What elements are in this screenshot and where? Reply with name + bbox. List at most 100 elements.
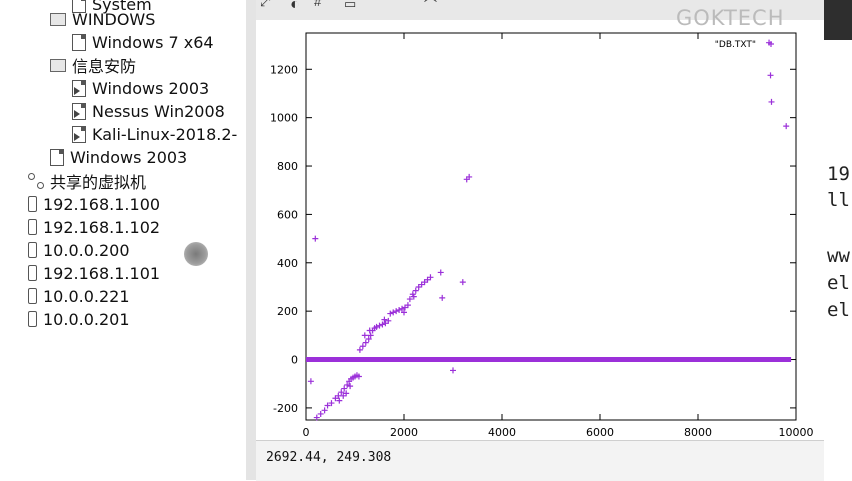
data-point — [336, 397, 343, 404]
tree-item-label: System — [92, 0, 152, 14]
x-tick-label: 0 — [303, 426, 310, 439]
tree-item[interactable]: Nessus Win2008 — [72, 100, 225, 122]
tree-item-label: 10.0.0.201 — [43, 309, 130, 329]
tree-item[interactable]: 192.168.1.102 — [28, 216, 160, 238]
x-tick-label: 6000 — [586, 426, 614, 439]
tree-item[interactable]: 共享的虚拟机 — [28, 170, 146, 192]
tree-item-label: Nessus Win2008 — [92, 101, 225, 121]
data-point — [427, 274, 434, 281]
tree-item-label: 信息安防 — [72, 57, 137, 76]
status-bar: 2692.44, 249.308 — [256, 440, 824, 481]
tree-item[interactable]: Windows 2003 — [50, 146, 187, 168]
tree-item[interactable]: 10.0.0.201 — [28, 308, 130, 330]
data-point — [439, 294, 446, 301]
vm-running-icon — [72, 102, 86, 120]
data-point — [317, 410, 324, 417]
legend-marker — [768, 41, 774, 47]
data-point — [328, 400, 335, 407]
data-point — [767, 72, 774, 79]
tree-item[interactable]: 10.0.0.221 — [28, 285, 130, 307]
replot-icon[interactable]: ◐ — [290, 0, 300, 13]
legend-label: "DB.TXT" — [715, 40, 756, 50]
x-tick-label: 4000 — [488, 426, 516, 439]
data-point — [412, 287, 419, 294]
data-point — [437, 269, 444, 276]
export-icon[interactable]: ⌒ — [424, 0, 438, 13]
grid-icon[interactable]: # — [314, 0, 322, 9]
data-point — [347, 383, 354, 390]
terminal-line: ww — [827, 245, 850, 267]
y-tick-label: 400 — [277, 257, 298, 270]
data-point — [307, 378, 314, 385]
data-point — [343, 390, 350, 397]
remote-host-icon — [28, 265, 37, 281]
terminal-window[interactable]: 19 ll ww el el — [824, 0, 852, 480]
tree-item-label: Windows 2003 — [70, 147, 188, 167]
remote-host-icon — [28, 219, 37, 235]
plot-canvas[interactable]: 0 2000 4000 6000 8000 10000 -200 0 200 400 600 800 1… — [256, 20, 824, 440]
fit-icon[interactable]: ⤢ — [260, 0, 271, 9]
y-tick-label: 1000 — [270, 112, 298, 125]
tree-item[interactable]: Windows 7 x64 — [72, 31, 214, 53]
vm-icon — [72, 33, 86, 51]
tree-item[interactable]: System — [72, 0, 152, 15]
tree-item[interactable]: 192.168.1.101 — [28, 262, 160, 284]
data-point — [459, 279, 466, 286]
x-tick-label: 8000 — [684, 426, 712, 439]
data-point — [396, 306, 403, 313]
print-icon[interactable]: ▭ — [344, 0, 357, 11]
terminal-titlebar — [824, 0, 852, 40]
data-point — [313, 414, 320, 421]
data-point — [362, 339, 369, 346]
data-point — [379, 321, 386, 328]
tree-item-label: Kali-Linux-2018.2- — [92, 124, 238, 144]
data-point — [768, 98, 775, 105]
data-point — [393, 308, 400, 315]
data-point — [344, 381, 351, 388]
data-point — [366, 327, 373, 334]
vm-library-tree: System WINDOWS Windows 7 x64 信息安防 Windows 20… — [0, 0, 246, 480]
folder-icon — [50, 58, 66, 72]
y-tick-label: 600 — [277, 208, 298, 221]
data-point — [359, 343, 366, 350]
gnuplot-window: ⤢ ◐ # ▭ ⌒ 0 2000 4000 6000 8000 10000 -200 0 200… — [256, 0, 824, 481]
terminal-line: 19 — [827, 163, 850, 185]
tree-item[interactable]: 信息安防 — [50, 54, 136, 76]
tree-item[interactable]: Windows 2003 — [72, 77, 209, 99]
tree-item-label: Windows 7 x64 — [92, 32, 214, 52]
data-point — [373, 323, 380, 330]
tree-item[interactable]: Kali-Linux-2018.2- — [72, 123, 237, 145]
terminal-line: ll — [827, 189, 850, 211]
data-point — [324, 402, 331, 409]
x-tick-label: 10000 — [779, 426, 814, 439]
folder-icon — [50, 12, 66, 26]
vm-running-icon — [72, 125, 86, 143]
tree-item-label: 10.0.0.221 — [43, 286, 130, 306]
panel-splitter[interactable] — [246, 0, 256, 480]
shared-vms-icon — [28, 173, 44, 189]
data-point — [466, 173, 473, 180]
data-point — [406, 296, 413, 303]
data-point — [376, 322, 383, 329]
watermark-text: GOKTECH — [676, 6, 785, 30]
tree-item[interactable]: 10.0.0.200 — [28, 239, 130, 261]
tree-item-label: 共享的虚拟机 — [50, 173, 147, 192]
vm-icon — [50, 148, 64, 166]
data-point — [356, 346, 363, 353]
y-tick-label: 0 — [291, 354, 298, 367]
data-point — [312, 235, 319, 242]
mouse-cursor-highlight — [184, 242, 208, 266]
data-point — [385, 317, 392, 324]
terminal-line: el — [827, 299, 850, 321]
tree-item[interactable]: 192.168.1.100 — [28, 193, 160, 215]
x-tick-label: 2000 — [390, 426, 418, 439]
plot-toolbar: ⤢ ◐ # ▭ ⌒ — [256, 0, 824, 20]
tree-item-label: 192.168.1.101 — [43, 263, 161, 283]
tree-item-label: 10.0.0.200 — [43, 240, 130, 260]
tree-item-label: WINDOWS — [72, 9, 156, 29]
data-point — [321, 407, 328, 414]
data-point — [783, 123, 790, 130]
y-tick-label: 1200 — [270, 63, 298, 76]
tree-item[interactable]: WINDOWS — [50, 8, 155, 30]
data-point — [367, 332, 374, 339]
